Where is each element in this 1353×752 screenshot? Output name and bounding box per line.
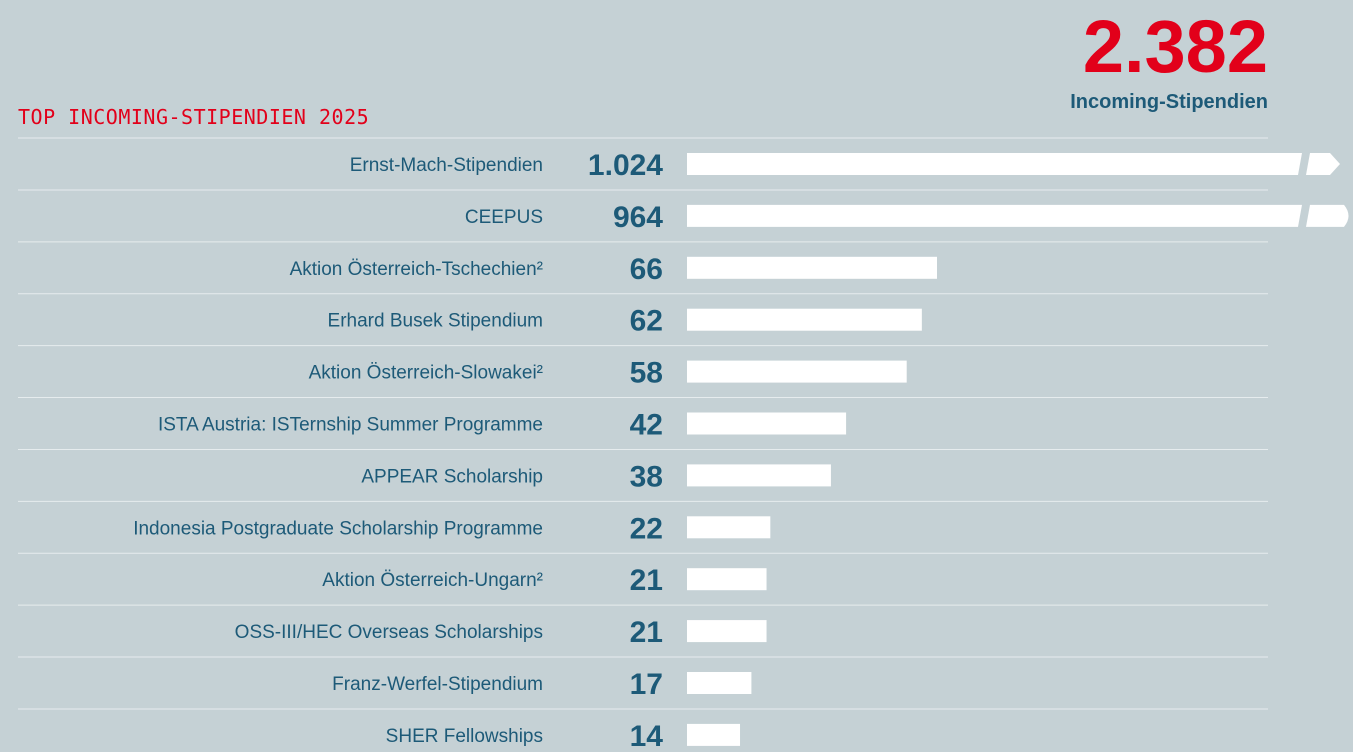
category-label: OSS-III/HEC Overseas Scholarships (235, 622, 543, 643)
category-label: Erhard Busek Stipendium (328, 311, 543, 332)
value-label: 964 (613, 201, 663, 234)
value-label: 58 (630, 357, 663, 390)
bar-break-end (1306, 204, 1349, 227)
value-label: 14 (630, 720, 664, 752)
category-label: ISTA Austria: ISTernship Summer Programm… (158, 415, 543, 436)
value-label: 1.024 (588, 149, 663, 182)
bar (687, 723, 741, 746)
bar (687, 153, 1302, 175)
value-label: 17 (630, 668, 663, 701)
bar (687, 464, 831, 487)
bar (687, 308, 922, 331)
value-label: 42 (630, 409, 663, 442)
category-label: APPEAR Scholarship (361, 466, 543, 487)
bar-break-end (1306, 153, 1340, 175)
bar (687, 412, 847, 435)
value-label: 21 (630, 616, 663, 649)
category-label: Aktion Österreich-Tschechien² (290, 259, 543, 280)
category-label: Franz-Werfel-Stipendium (332, 674, 543, 695)
bar (687, 568, 767, 591)
bar (687, 516, 771, 539)
kpi-value: 2.382 (1083, 5, 1268, 88)
bar (687, 620, 767, 643)
category-label: SHER Fellowships (386, 726, 543, 747)
value-label: 22 (630, 512, 663, 545)
category-label: Aktion Österreich-Slowakei² (309, 363, 543, 384)
bar (687, 360, 907, 383)
value-label: 21 (630, 564, 663, 597)
value-label: 38 (630, 460, 663, 493)
value-label: 66 (630, 253, 663, 286)
category-label: Ernst-Mach-Stipendien (350, 155, 543, 176)
value-label: 62 (630, 305, 663, 338)
kpi-label: Incoming-Stipendien (1070, 91, 1268, 113)
chart-title: TOP INCOMING-STIPENDIEN 2025 (18, 105, 369, 129)
category-label: Aktion Österreich-Ungarn² (322, 570, 543, 591)
bar (687, 672, 752, 694)
bar (687, 204, 1302, 227)
category-label: CEEPUS (465, 207, 543, 228)
bar (687, 256, 937, 279)
category-label: Indonesia Postgraduate Scholarship Progr… (133, 518, 543, 539)
